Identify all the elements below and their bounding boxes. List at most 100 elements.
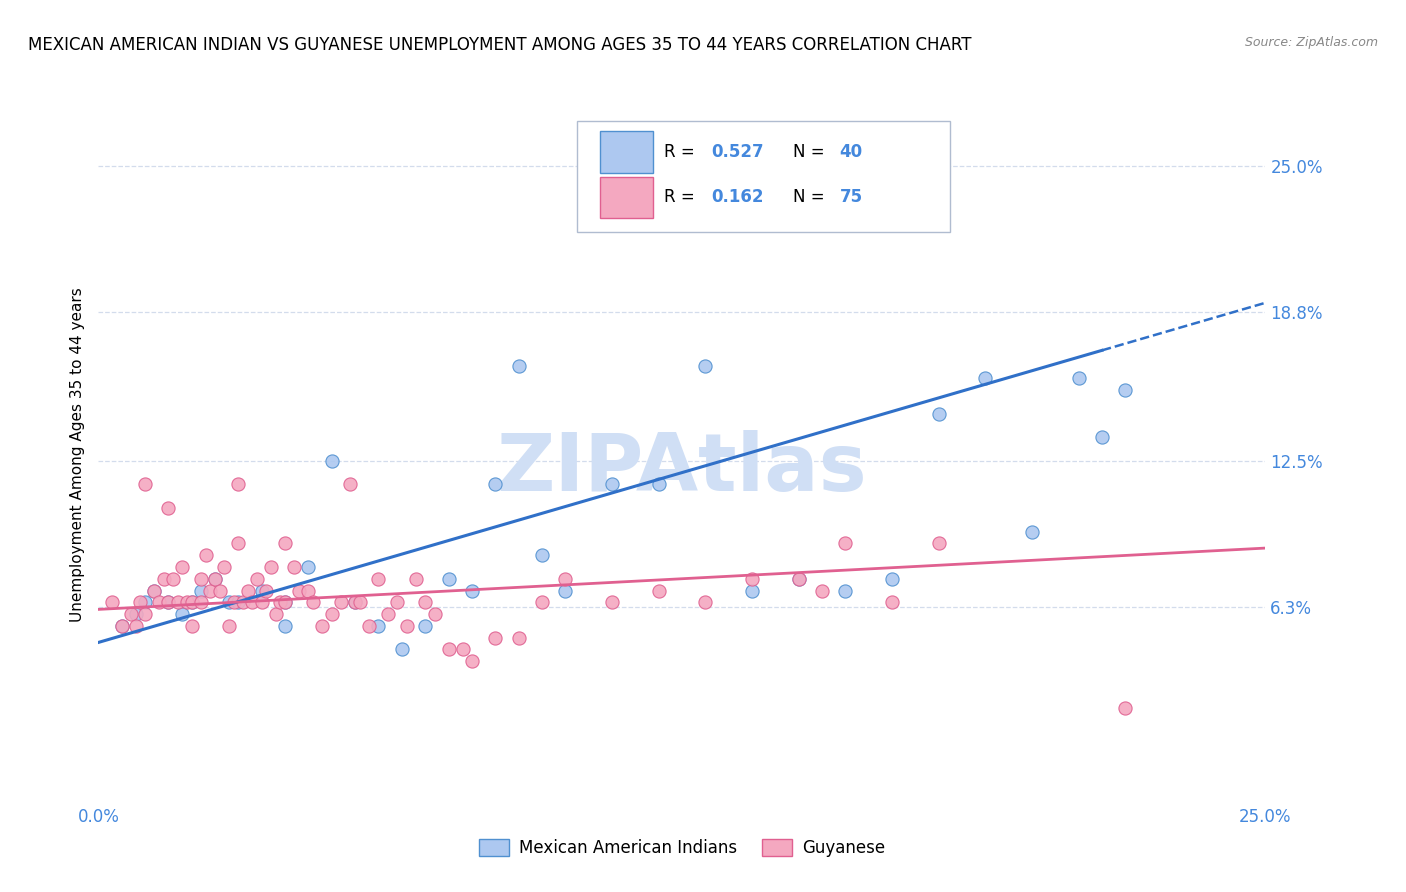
Point <box>339 477 361 491</box>
Point <box>134 477 156 491</box>
Point <box>437 572 460 586</box>
Point <box>157 595 180 609</box>
Point <box>125 607 148 621</box>
Point <box>302 595 325 609</box>
Point <box>274 536 297 550</box>
Point <box>484 477 506 491</box>
Point <box>344 595 367 609</box>
Point <box>1067 371 1090 385</box>
Point <box>423 607 446 621</box>
Point <box>367 572 389 586</box>
Point <box>395 619 418 633</box>
Point <box>204 572 226 586</box>
Point <box>218 619 240 633</box>
Point <box>461 654 484 668</box>
Point <box>269 595 291 609</box>
FancyBboxPatch shape <box>600 131 652 173</box>
Point <box>242 595 264 609</box>
Point <box>180 595 202 609</box>
Point <box>120 607 142 621</box>
Point <box>321 607 343 621</box>
Point <box>508 631 530 645</box>
Point <box>321 454 343 468</box>
Point <box>391 642 413 657</box>
Text: Source: ZipAtlas.com: Source: ZipAtlas.com <box>1244 36 1378 49</box>
Point <box>190 595 212 609</box>
Point <box>437 642 460 657</box>
Point <box>214 560 236 574</box>
Point <box>344 595 367 609</box>
Point <box>274 595 297 609</box>
Text: ZIPAtlas: ZIPAtlas <box>496 430 868 508</box>
Point <box>1021 524 1043 539</box>
Point <box>274 619 297 633</box>
Point <box>125 619 148 633</box>
Text: 0.162: 0.162 <box>711 188 763 206</box>
Point <box>101 595 124 609</box>
Point <box>647 477 669 491</box>
Point <box>461 583 484 598</box>
Point <box>166 595 188 609</box>
Point <box>311 619 333 633</box>
Y-axis label: Unemployment Among Ages 35 to 44 years: Unemployment Among Ages 35 to 44 years <box>69 287 84 623</box>
Point <box>695 359 717 374</box>
Point <box>741 572 763 586</box>
Point <box>222 595 245 609</box>
Point <box>600 477 623 491</box>
Point <box>152 572 174 586</box>
Point <box>297 583 319 598</box>
Text: 40: 40 <box>839 144 862 161</box>
Point <box>554 572 576 586</box>
Point <box>228 536 250 550</box>
Point <box>811 583 834 598</box>
Point <box>256 583 278 598</box>
Point <box>194 548 217 562</box>
Point <box>246 572 269 586</box>
Point <box>143 583 166 598</box>
Point <box>111 619 134 633</box>
Point <box>349 595 371 609</box>
Point <box>157 500 180 515</box>
Point <box>928 536 950 550</box>
Point <box>741 583 763 598</box>
Point <box>385 595 408 609</box>
Point <box>204 572 226 586</box>
Point <box>274 595 297 609</box>
Text: 75: 75 <box>839 188 862 206</box>
Text: N =: N = <box>793 144 830 161</box>
Point <box>834 536 856 550</box>
Point <box>228 477 250 491</box>
Point <box>180 619 202 633</box>
Point <box>359 619 381 633</box>
Point <box>974 371 997 385</box>
Text: R =: R = <box>665 188 700 206</box>
Point <box>200 583 222 598</box>
Point <box>283 560 305 574</box>
Point <box>1114 701 1136 715</box>
Point <box>787 572 810 586</box>
Point <box>413 595 436 609</box>
Point <box>834 583 856 598</box>
Point <box>228 595 250 609</box>
Point <box>111 619 134 633</box>
Point <box>172 607 194 621</box>
Text: 0.527: 0.527 <box>711 144 763 161</box>
Point <box>1091 430 1114 444</box>
Text: N =: N = <box>793 188 830 206</box>
Point <box>297 560 319 574</box>
Point <box>134 607 156 621</box>
Legend: Mexican American Indians, Guyanese: Mexican American Indians, Guyanese <box>472 832 891 864</box>
Point <box>157 595 180 609</box>
Point <box>484 631 506 645</box>
Point <box>176 595 198 609</box>
Point <box>377 607 399 621</box>
Point <box>451 642 474 657</box>
Point <box>260 560 283 574</box>
Point <box>530 548 553 562</box>
Point <box>250 583 273 598</box>
Point <box>162 572 184 586</box>
Point <box>695 595 717 609</box>
FancyBboxPatch shape <box>576 121 950 232</box>
Point <box>190 572 212 586</box>
Point <box>250 595 273 609</box>
